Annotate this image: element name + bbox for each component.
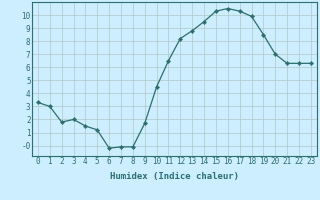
X-axis label: Humidex (Indice chaleur): Humidex (Indice chaleur) [110, 172, 239, 181]
